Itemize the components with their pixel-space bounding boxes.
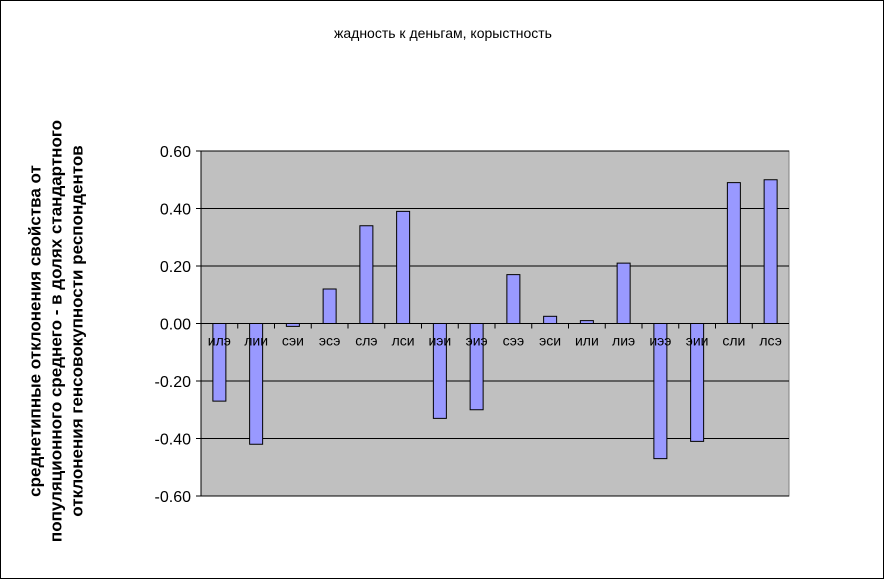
x-tick-label: слэ [355, 333, 377, 349]
x-tick-label: эиэ [466, 333, 488, 349]
bar [763, 179, 778, 324]
x-tick-label: иэи [428, 333, 451, 349]
bar [396, 210, 411, 324]
y-tick-label: 0.60 [160, 144, 191, 161]
x-tick-label: лиэ [612, 333, 635, 349]
y-tick-label: -0.60 [155, 489, 192, 506]
x-tick-label: лси [392, 333, 415, 349]
x-tick-label: сли [722, 333, 745, 349]
x-tick-label: эси [539, 333, 561, 349]
bar [322, 288, 337, 324]
x-tick-label: сээ [503, 333, 524, 349]
y-tick-label: 0.00 [160, 317, 191, 334]
y-tick-label: 0.40 [160, 202, 191, 219]
x-tick-label: иээ [649, 333, 671, 349]
bar [506, 274, 521, 324]
x-tick-label: лии [244, 333, 268, 349]
y-tick-label: 0.20 [160, 259, 191, 276]
y-tick-label: -0.20 [155, 374, 192, 391]
bar [359, 225, 374, 324]
bar [543, 315, 558, 324]
chart-title: жадность к деньгам, корыстность [334, 25, 552, 41]
x-tick-label: или [575, 333, 599, 349]
x-tick-label: лсэ [759, 333, 781, 349]
x-tick-label: эсэ [319, 333, 340, 349]
x-tick-label: илэ [208, 333, 231, 349]
x-tick-label: сэи [282, 333, 304, 349]
y-tick-label: -0.40 [155, 432, 192, 449]
bar [726, 182, 741, 324]
bar [616, 262, 631, 324]
x-tick-label: эии [686, 333, 709, 349]
